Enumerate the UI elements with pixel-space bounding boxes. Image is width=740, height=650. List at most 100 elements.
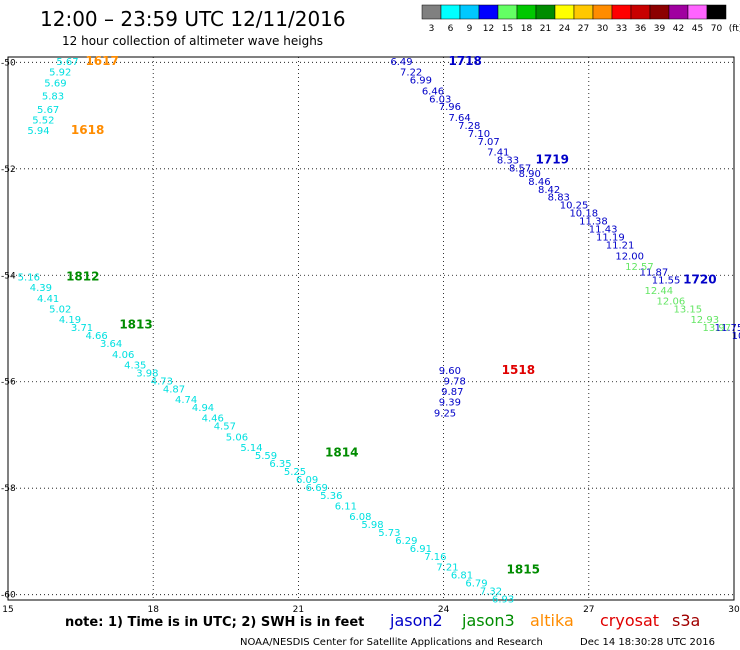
wave-height-label: 6.69: [306, 483, 328, 494]
wave-height-label: 9.25: [434, 408, 456, 419]
wave-height-label: 6.03: [429, 94, 451, 105]
wave-height-label: 12.44: [644, 286, 673, 297]
wave-height-label: 3.64: [100, 339, 122, 350]
color-scale-swatch: [421, 4, 442, 20]
y-tick-label: -60: [1, 591, 16, 601]
color-scale-label: 24: [559, 24, 571, 34]
color-scale-label: 12: [483, 24, 494, 34]
satellite-legend: jason2 jason3 altika cryosat s3a: [389, 611, 700, 630]
wave-height-label: 7.32: [480, 587, 502, 598]
wave-height-label: 3.98: [136, 368, 158, 379]
color-scale-swatch: [554, 4, 575, 20]
color-scale-swatch: [668, 4, 689, 20]
map-subtitle: 12 hour collection of altimeter wave hei…: [62, 34, 323, 48]
axis-tick-labels: 15 18 21 24 27 30-50-52-54-56-58-60: [1, 58, 740, 615]
wave-height-label: 7.16: [424, 552, 446, 563]
time-label: 1812: [66, 270, 99, 284]
color-scale-label: 70: [711, 24, 723, 34]
color-scale-label: 15: [502, 24, 513, 34]
wave-height-label: 4.94: [192, 403, 214, 414]
wave-height-label: 4.35: [124, 360, 146, 371]
wave-height-label: 5.14: [240, 443, 262, 454]
wave-height-label: 5.98: [361, 520, 383, 531]
time-label: 1814: [325, 445, 358, 459]
wave-height-label: 6.49: [390, 57, 412, 68]
wave-height-label: 7.21: [436, 563, 458, 574]
wave-height-label: 13.15: [674, 305, 703, 316]
color-scale-label: 45: [692, 24, 703, 34]
color-scale-swatch: [649, 4, 670, 20]
wave-height-label: 12.93: [690, 315, 719, 326]
wave-height-label: 5.06: [226, 432, 248, 443]
color-scale-label: 3: [429, 24, 435, 34]
wave-height-label: 4.57: [214, 422, 236, 433]
wave-height-label: 12.06: [657, 297, 686, 308]
y-tick-label: -50: [1, 58, 16, 68]
footer-credit: NOAA/NESDIS Center for Satellite Applica…: [240, 637, 543, 648]
wave-height-label: 6.09: [296, 475, 318, 486]
wave-height-label: 5.25: [284, 467, 306, 478]
x-tick-label: 18: [147, 605, 159, 615]
satellite-legend-cryosat: cryosat: [600, 611, 659, 630]
wave-height-label: 4.73: [151, 376, 173, 387]
satellite-legend-jason3: jason3: [461, 611, 515, 630]
x-tick-label: 30: [728, 605, 740, 615]
wave-height-label: 11.38: [579, 217, 608, 228]
wave-height-label: 6.81: [451, 571, 473, 582]
wave-height-label: 7.41: [487, 147, 509, 158]
wave-height-label: 8.90: [519, 169, 541, 180]
map-title: 12:00 – 23:59 UTC 12/11/2016: [40, 7, 346, 31]
wave-height-label: 8.83: [548, 193, 570, 204]
time-label: 1719: [536, 152, 569, 166]
wave-height-label: 5.67: [56, 57, 78, 68]
wave-height-label: 6.99: [410, 76, 432, 87]
wave-height-label: 4.19: [59, 315, 81, 326]
color-scale-swatch: [535, 4, 556, 20]
wave-height-label: 5.67: [37, 105, 59, 116]
wave-height-label: 4.41: [37, 294, 59, 305]
satellite-legend-jason2: jason2: [389, 611, 443, 630]
wave-height-label: 11.87: [640, 267, 669, 278]
wave-height-label: 5.52: [32, 116, 54, 127]
wave-height-label: 7.64: [448, 113, 470, 124]
wave-height-label: 12.00: [615, 251, 644, 262]
time-label: 1518: [502, 363, 535, 377]
wave-height-label: 9.78: [444, 376, 466, 387]
wave-height-label: 9.39: [439, 398, 461, 409]
wave-height-label: 8.33: [497, 155, 519, 166]
wave-height-label: 4.46: [202, 414, 224, 425]
wave-height-label: 6.29: [395, 536, 417, 547]
x-tick-label: 24: [438, 605, 450, 615]
time-label: 1815: [507, 562, 540, 576]
color-scale-swatch: [687, 4, 708, 20]
wave-height-label: 5.16: [18, 273, 40, 284]
color-scale-label: 42: [673, 24, 684, 34]
wave-height-label: 5.94: [27, 126, 49, 137]
time-labels: 1617 1618 1718 1719 1720 1812 1813 1814 1815 1518: [66, 54, 717, 576]
time-label: 1813: [119, 318, 152, 332]
time-label: 1720: [683, 272, 716, 286]
color-scale-label: (ft): [729, 24, 740, 34]
color-scale-swatch: [573, 4, 594, 20]
wave-height-label: 11.43: [589, 225, 618, 236]
footer-note: note: 1) Time is in UTC; 2) SWH is in fe…: [65, 615, 364, 630]
footer-timestamp: Dec 14 18:30:28 UTC 2016: [580, 637, 715, 648]
wave-height-label: 8.46: [528, 177, 550, 188]
wave-height-label: 12.57: [625, 262, 654, 273]
wave-height-label: 5.02: [49, 305, 71, 316]
x-tick-label: 21: [293, 605, 304, 615]
wave-height-label: 7.96: [439, 102, 461, 113]
plot-frame: [7, 56, 735, 601]
wave-height-label: 9.87: [441, 387, 463, 398]
wave-height-label: 11.21: [606, 241, 635, 252]
wave-height-label: 7.07: [477, 137, 499, 148]
color-scale-label: 6: [448, 24, 454, 34]
wave-height-label: 7.22: [400, 68, 422, 79]
wave-height-label: 8.42: [538, 185, 560, 196]
x-tick-label: 15: [2, 605, 13, 615]
color-scale-label: 39: [654, 24, 666, 34]
wave-height-label: 6.46: [422, 86, 444, 97]
wave-height-label: 6.35: [269, 459, 291, 470]
